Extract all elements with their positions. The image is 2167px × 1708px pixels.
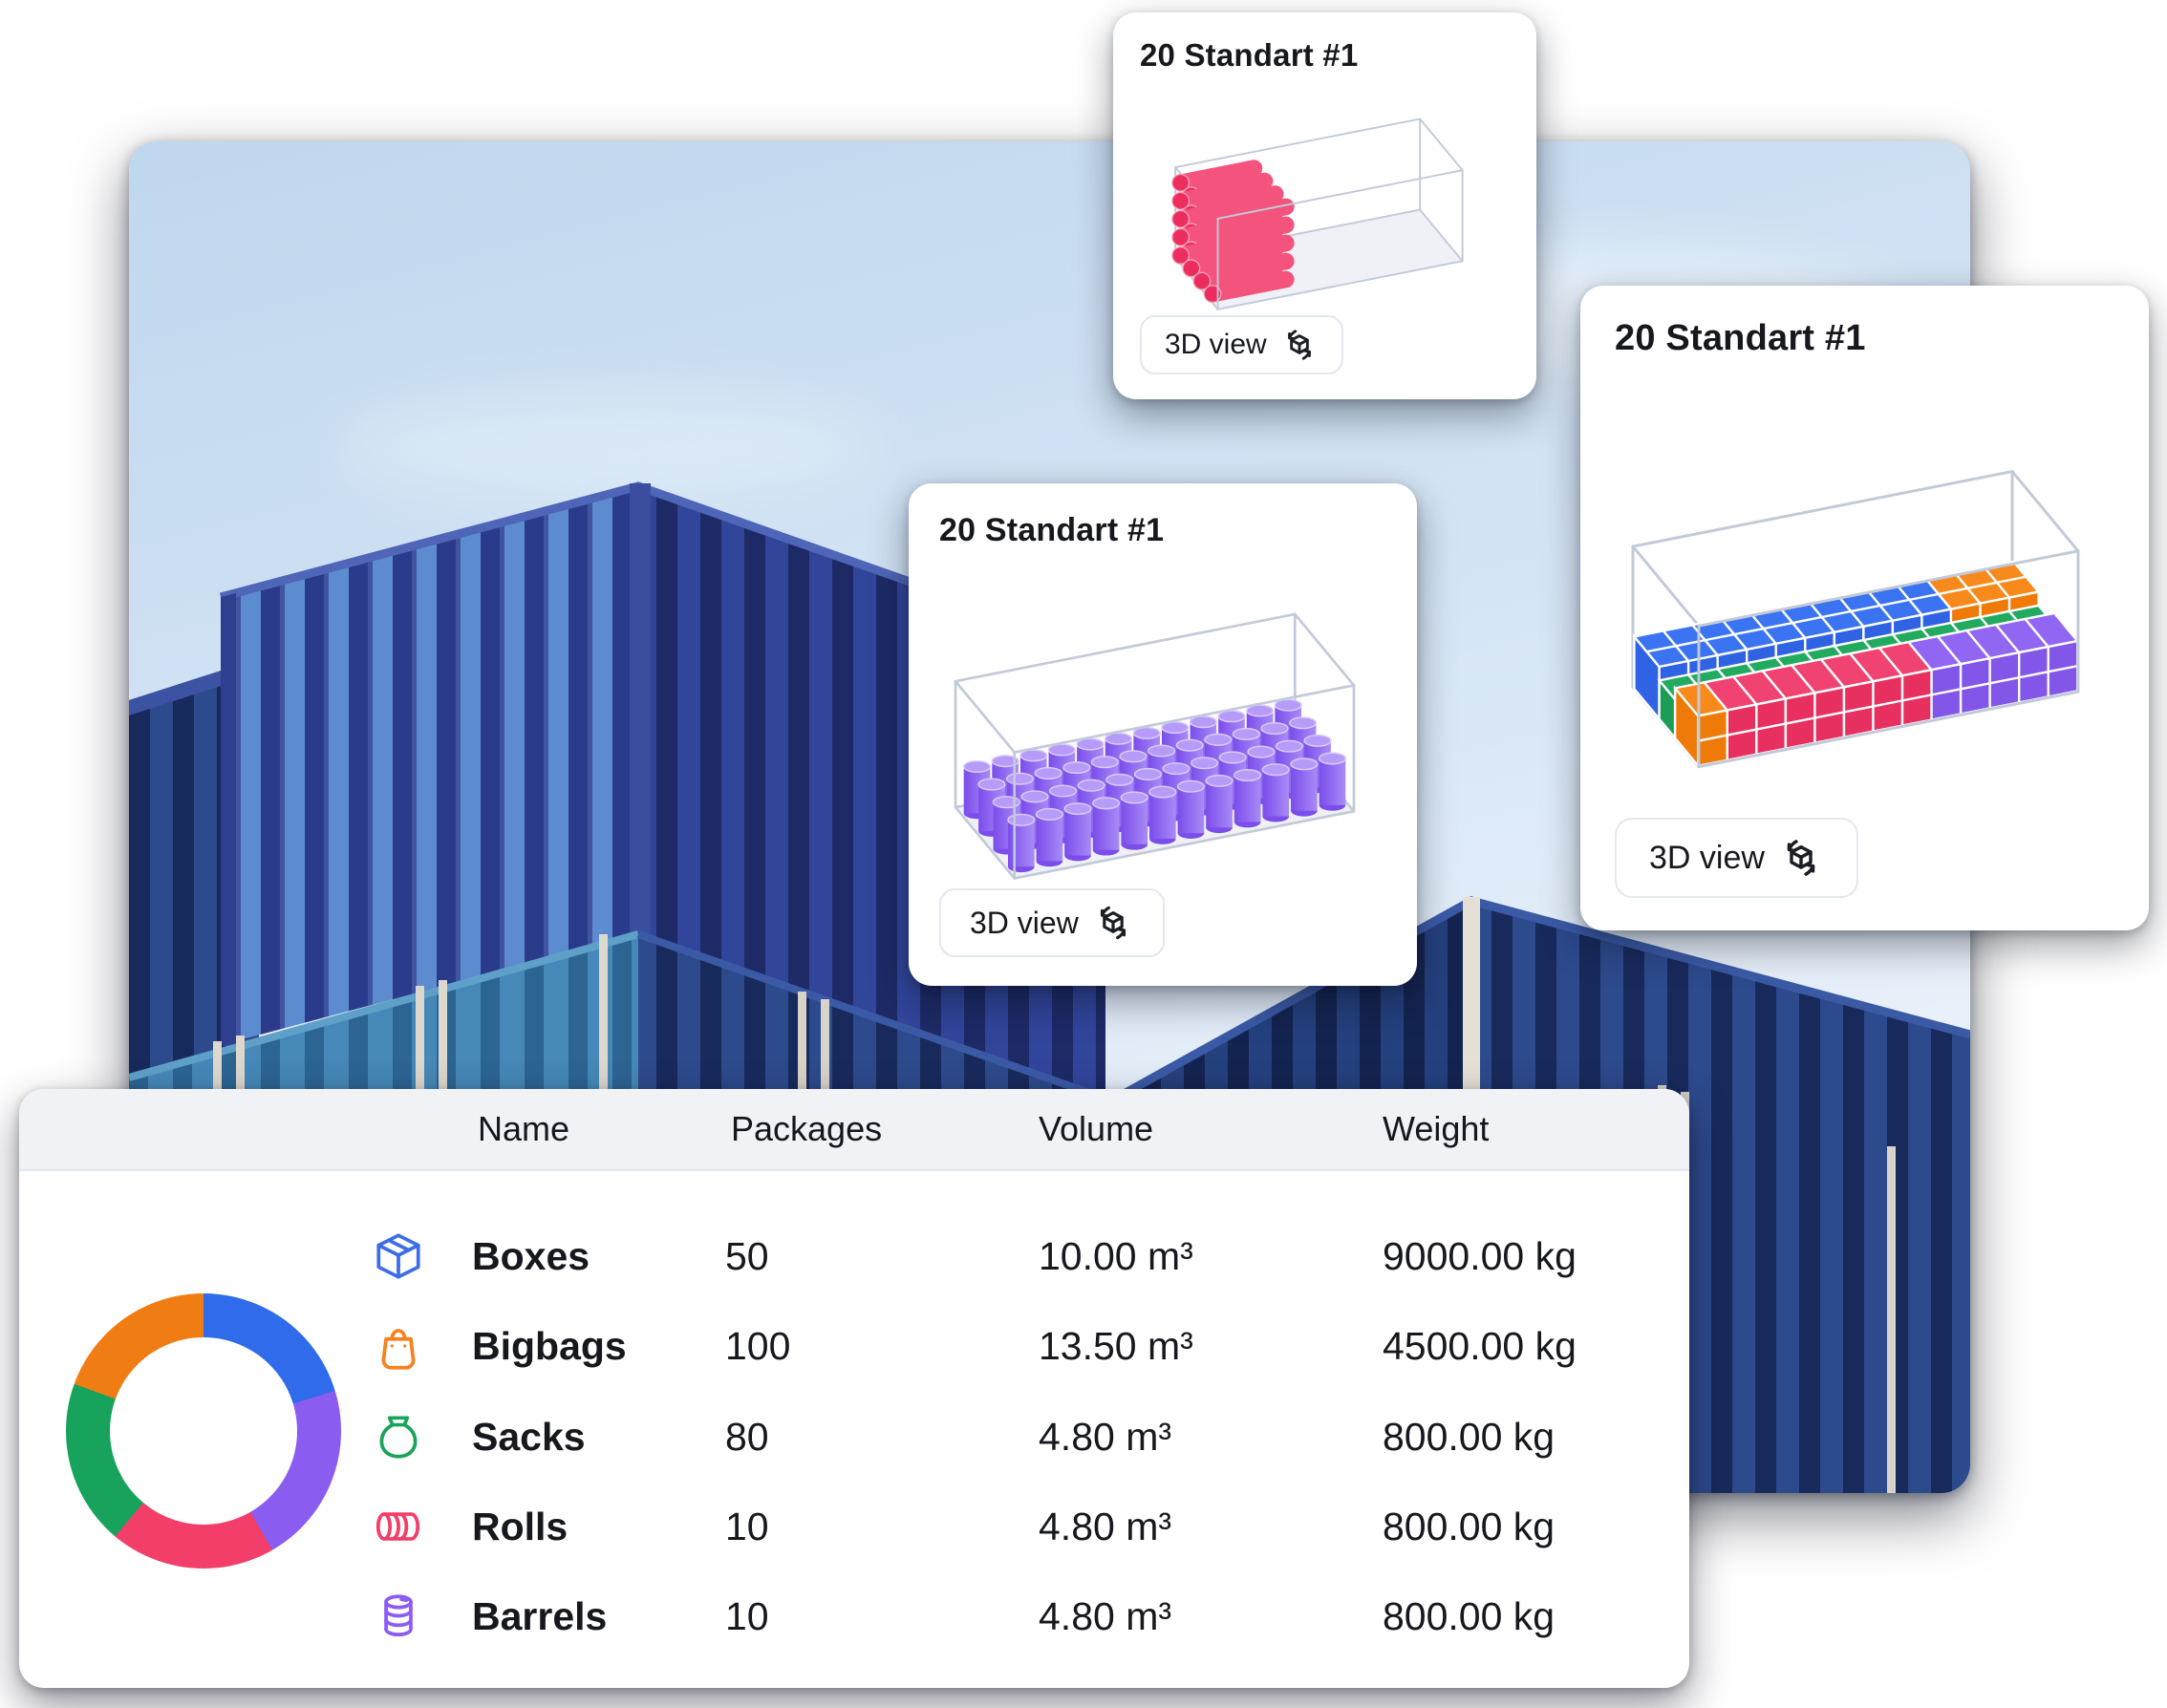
container-card-barrels: 20 Standart #1 3D view <box>909 483 1417 986</box>
cargo-packages: 100 <box>725 1323 791 1368</box>
cargo-volume: 4.80 m³ <box>1039 1414 1171 1459</box>
sack-icon <box>371 1409 426 1464</box>
cargo-packages: 80 <box>725 1414 769 1459</box>
box-icon <box>371 1228 426 1284</box>
3d-view-button[interactable]: 3D view <box>1140 315 1343 374</box>
cargo-volume: 4.80 m³ <box>1039 1504 1171 1548</box>
cargo-packages: 10 <box>725 1504 769 1548</box>
cargo-name: Barrels <box>472 1593 608 1638</box>
header-weight: Weight <box>1383 1109 1490 1148</box>
table-row: Sacks 80 4.80 m³ 800.00 kg <box>19 1409 1689 1464</box>
cargo-name: Bigbags <box>472 1323 627 1368</box>
header-name: Name <box>478 1109 570 1148</box>
cargo-weight: 4500.00 kg <box>1383 1323 1577 1368</box>
table-body: Boxes 50 10.00 m³ 9000.00 kg Bigbags 100 13.50… <box>19 1171 1689 1688</box>
barrel-icon <box>371 1589 426 1644</box>
cargo-weight: 800.00 kg <box>1383 1414 1556 1459</box>
scene-wrap <box>939 549 1386 888</box>
table-row: Boxes 50 10.00 m³ 9000.00 kg <box>19 1228 1689 1284</box>
3d-view-label: 3D view <box>1649 839 1765 876</box>
roll-icon <box>371 1499 426 1554</box>
container-card-boxes: 20 Standart #1 3D view <box>1580 286 2149 930</box>
rotate-3d-icon <box>1287 330 1311 360</box>
header-packages: Packages <box>731 1109 883 1148</box>
3d-view-button[interactable]: 3D view <box>1615 818 1858 898</box>
cargo-name: Rolls <box>472 1504 569 1548</box>
cargo-name: Boxes <box>472 1233 590 1278</box>
rotate-3d-icon <box>1100 906 1126 940</box>
container-3d-scene-rolls <box>1171 117 1464 310</box>
header-volume: Volume <box>1039 1109 1154 1148</box>
bag-icon <box>371 1318 426 1374</box>
cargo-donut-chart <box>66 1293 341 1569</box>
card-title: 20 Standart #1 <box>1615 318 1866 358</box>
cargo-volume: 10.00 m³ <box>1039 1233 1193 1278</box>
cargo-volume: 13.50 m³ <box>1039 1323 1193 1368</box>
cargo-weight: 800.00 kg <box>1383 1504 1556 1548</box>
table-row: Barrels 10 4.80 m³ 800.00 kg <box>19 1589 1689 1644</box>
container-3d-scene-barrels <box>954 612 1356 880</box>
cargo-name: Sacks <box>472 1414 586 1459</box>
rotate-3d-icon <box>1787 840 1815 876</box>
table-header: Name Packages Volume Weight <box>19 1089 1689 1171</box>
cargo-packages: 50 <box>725 1233 769 1278</box>
cargo-weight: 9000.00 kg <box>1383 1233 1577 1278</box>
3d-view-label: 3D view <box>1165 329 1267 360</box>
scene-wrap <box>1615 359 2114 818</box>
cargo-volume: 4.80 m³ <box>1039 1593 1171 1638</box>
card-title: 20 Standart #1 <box>1140 37 1359 73</box>
container-card-rolls: 20 Standart #1 3D view <box>1113 12 1536 399</box>
cargo-packages: 10 <box>725 1593 769 1638</box>
card-title: 20 Standart #1 <box>939 512 1165 548</box>
table-row: Rolls 10 4.80 m³ 800.00 kg <box>19 1499 1689 1554</box>
cargo-summary-card: Name Packages Volume Weight Boxes 50 10.00… <box>19 1089 1689 1688</box>
container-3d-scene-boxes <box>1631 470 2080 770</box>
cargo-weight: 800.00 kg <box>1383 1593 1556 1638</box>
table-row: Bigbags 100 13.50 m³ 4500.00 kg <box>19 1318 1689 1374</box>
scene-wrap <box>1140 74 1510 315</box>
3d-view-button[interactable]: 3D view <box>939 888 1165 957</box>
3d-view-label: 3D view <box>970 905 1079 940</box>
cloud <box>339 395 874 500</box>
